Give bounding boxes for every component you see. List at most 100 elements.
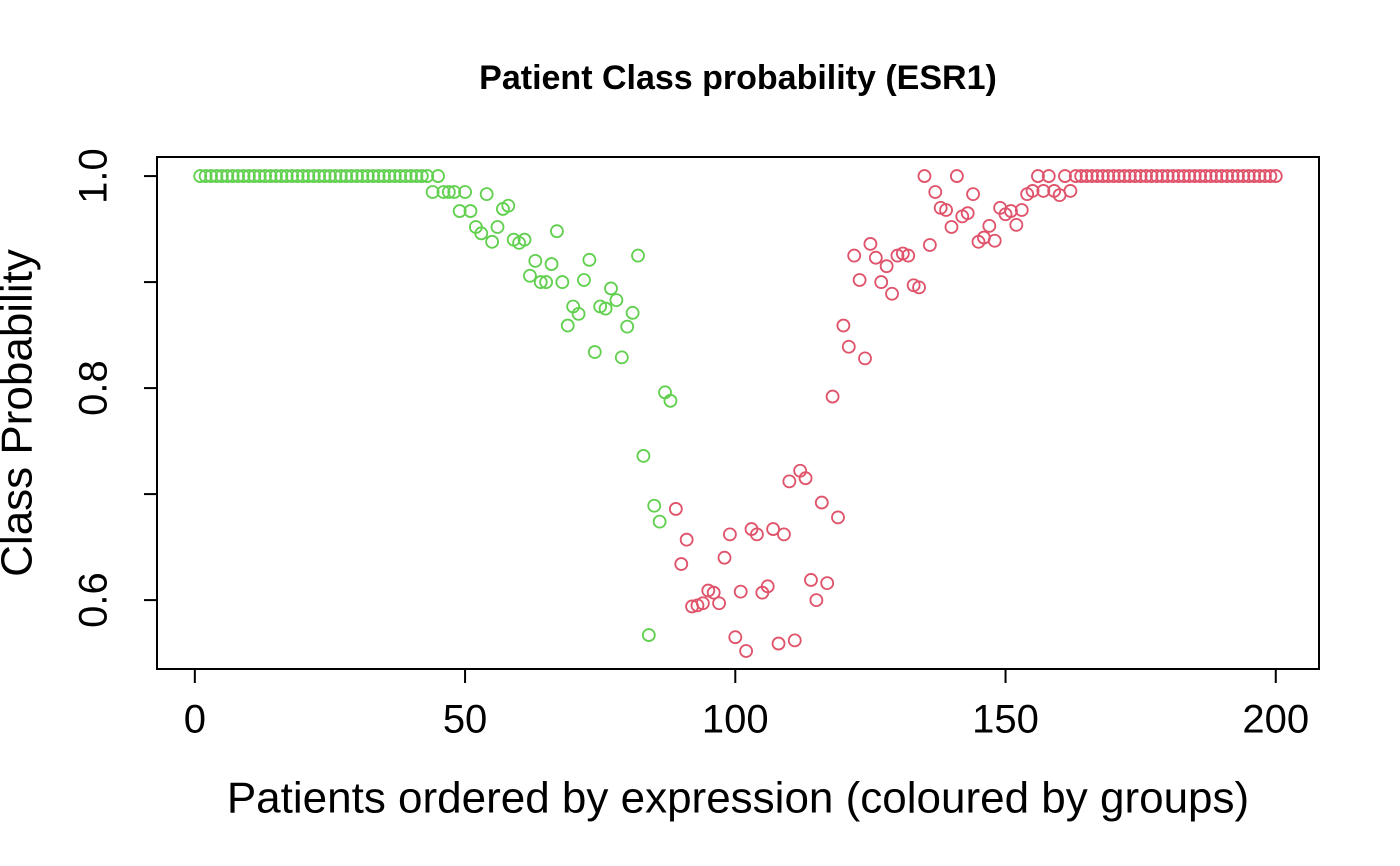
point — [236, 169, 251, 183]
point — [750, 527, 764, 542]
point — [220, 169, 235, 183]
point — [647, 498, 662, 513]
point — [1139, 169, 1153, 183]
point — [1149, 169, 1164, 183]
point — [377, 169, 391, 183]
point — [609, 293, 624, 308]
point — [1128, 169, 1143, 183]
point — [1171, 169, 1186, 183]
point — [485, 234, 499, 249]
point — [1144, 169, 1159, 183]
point — [1025, 184, 1040, 198]
point — [614, 350, 629, 365]
point — [1009, 217, 1024, 232]
point — [339, 169, 354, 183]
point — [1236, 169, 1251, 183]
point — [847, 248, 862, 263]
point — [841, 339, 856, 354]
point — [398, 169, 413, 183]
point — [431, 169, 445, 183]
point — [1074, 169, 1089, 183]
point — [1225, 169, 1240, 183]
point — [879, 259, 894, 274]
point — [1090, 169, 1105, 183]
point — [1117, 169, 1132, 183]
x-axis-label: Patients ordered by expression (coloured… — [227, 774, 1249, 823]
point — [571, 306, 586, 321]
point — [333, 169, 348, 183]
point — [625, 305, 640, 320]
point — [631, 248, 645, 263]
point — [409, 169, 424, 183]
point — [301, 169, 316, 183]
point — [560, 318, 575, 333]
point — [1247, 169, 1262, 183]
point — [787, 633, 802, 648]
point — [668, 502, 683, 516]
point — [393, 169, 408, 183]
point — [425, 185, 440, 199]
point — [360, 169, 375, 183]
point — [225, 169, 240, 183]
point — [620, 319, 635, 334]
point — [663, 393, 678, 408]
point — [598, 301, 613, 316]
y-tick-label: 0.6 — [72, 572, 116, 628]
point — [387, 169, 402, 183]
point — [966, 187, 981, 202]
point — [777, 527, 791, 542]
point — [820, 576, 835, 591]
point — [1220, 169, 1235, 183]
point — [1014, 203, 1029, 217]
point — [458, 185, 472, 199]
point — [717, 550, 732, 565]
point — [539, 275, 554, 289]
point — [582, 252, 597, 267]
point — [960, 206, 975, 221]
point — [874, 275, 889, 289]
point — [766, 522, 781, 536]
x-tick-label: 0 — [184, 698, 206, 742]
point — [523, 268, 537, 283]
point — [868, 250, 883, 265]
point — [1155, 169, 1170, 183]
point — [533, 275, 548, 289]
point — [712, 596, 726, 611]
point — [1160, 169, 1175, 183]
x-tick-label: 150 — [972, 698, 1039, 742]
point — [479, 187, 494, 202]
chart-title: Patient Class probability (ESR1) — [479, 59, 997, 97]
point — [1214, 169, 1229, 183]
y-axis-label: Class Probability — [0, 249, 42, 577]
point — [323, 169, 337, 183]
point — [782, 474, 797, 489]
point — [722, 527, 737, 542]
point — [328, 169, 343, 183]
point — [269, 169, 283, 183]
point — [463, 204, 478, 218]
point — [290, 169, 305, 183]
point — [528, 253, 543, 268]
point — [420, 169, 435, 183]
point — [193, 169, 208, 183]
point — [452, 204, 467, 218]
point — [1252, 169, 1267, 183]
point — [555, 275, 570, 289]
point — [1068, 169, 1083, 183]
point — [852, 273, 867, 287]
point — [728, 630, 743, 645]
point — [1041, 169, 1056, 183]
point — [1058, 169, 1072, 183]
point — [679, 532, 694, 547]
point — [652, 514, 667, 529]
point — [771, 636, 786, 651]
x-tick-label: 50 — [443, 698, 488, 742]
point — [382, 169, 397, 183]
point — [674, 557, 689, 571]
point — [1176, 169, 1191, 183]
point — [447, 185, 462, 199]
x-tick-label: 100 — [702, 698, 769, 742]
point — [1204, 169, 1218, 183]
point — [274, 169, 289, 183]
